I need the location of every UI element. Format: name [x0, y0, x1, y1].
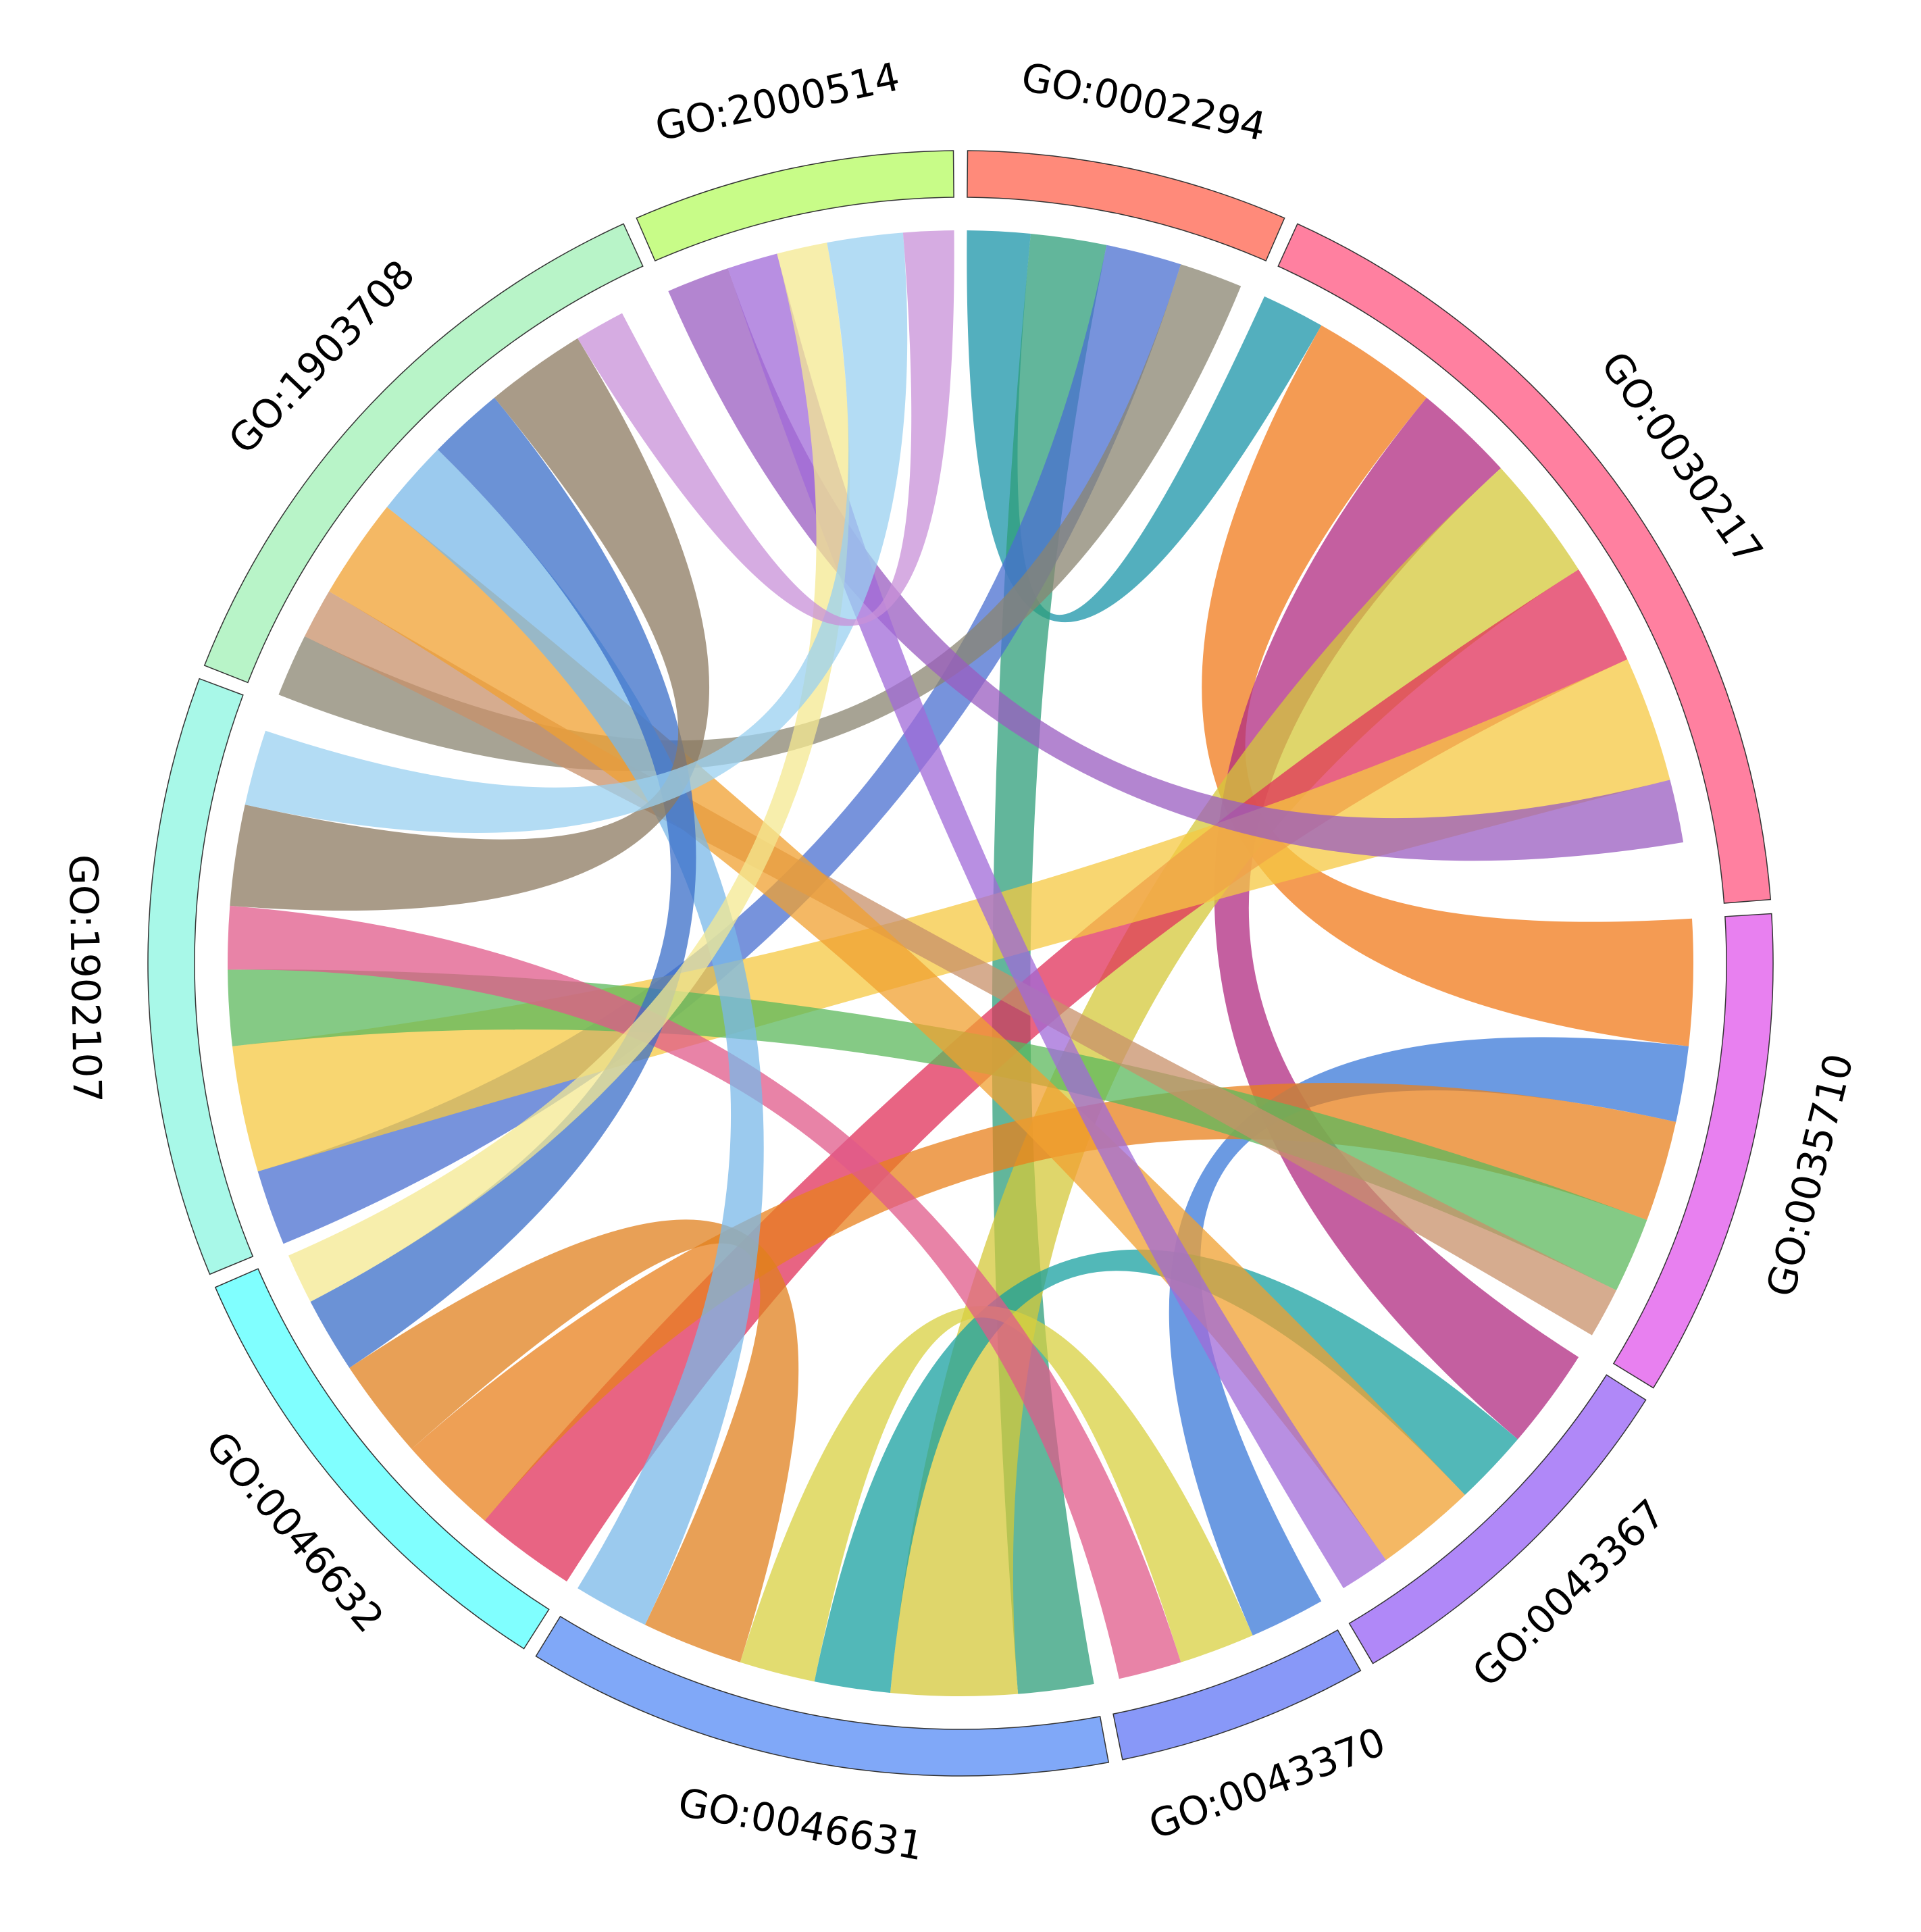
segment-arc [1612, 913, 1774, 1389]
chord-ribbon [890, 467, 1579, 1697]
segment-arc [147, 678, 254, 1275]
chord-ribbon [232, 659, 1670, 1172]
chord-ribbon [578, 230, 954, 626]
chord-ribbon [288, 243, 850, 1302]
chord-ribbon [814, 1249, 1518, 1693]
segment-arc [636, 150, 954, 262]
segment-arc [535, 1615, 1110, 1777]
segment-arc [967, 150, 1285, 262]
chord-ribbon [1169, 1037, 1689, 1636]
chord-ribbon [386, 449, 764, 1625]
segment-arc [214, 1268, 550, 1650]
chord-ribbon [1202, 325, 1694, 1046]
segment-arc [1112, 1629, 1362, 1760]
segment-label: GO:0035710 [1758, 1049, 1862, 1301]
segment-label: GO:0002294 [1017, 53, 1270, 150]
chord-ribbon [245, 232, 908, 834]
chord-ribbon [349, 1219, 799, 1662]
ribbons [227, 230, 1694, 1697]
chord-ribbon [967, 230, 1322, 623]
chord-ribbon [310, 397, 696, 1368]
chord-ribbon [411, 1083, 1676, 1521]
segment-arc [203, 223, 644, 684]
chord-ribbon [278, 264, 1241, 771]
segment-label: GO:0046631 [675, 1779, 927, 1869]
segment-arc [1277, 223, 1772, 904]
chord-ribbon [740, 1306, 1253, 1682]
chord-ribbon [227, 905, 1181, 1679]
segment-label: GO:2000514 [651, 53, 904, 150]
chord-ribbon [1214, 397, 1579, 1440]
chord-ribbon [230, 338, 710, 911]
arcs [147, 150, 1774, 1777]
chord-ribbon [484, 569, 1628, 1582]
segment-label: GO:1902107 [60, 854, 110, 1103]
chord-ribbon [727, 253, 1387, 1589]
segment-arc [1348, 1374, 1647, 1664]
